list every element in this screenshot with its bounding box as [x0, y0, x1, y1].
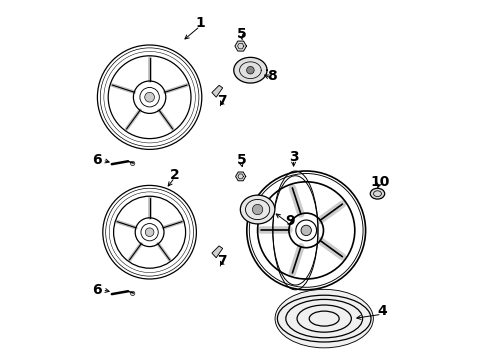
- Circle shape: [130, 291, 135, 296]
- Ellipse shape: [370, 188, 385, 199]
- Text: 6: 6: [92, 283, 101, 297]
- Text: 5: 5: [237, 153, 246, 167]
- Ellipse shape: [240, 195, 275, 224]
- Circle shape: [145, 93, 154, 102]
- Circle shape: [145, 228, 154, 237]
- Text: 6: 6: [92, 153, 101, 167]
- Text: 10: 10: [370, 175, 390, 189]
- Polygon shape: [236, 172, 245, 181]
- Circle shape: [252, 204, 263, 215]
- Text: 3: 3: [289, 150, 298, 163]
- Polygon shape: [212, 85, 222, 97]
- Text: 8: 8: [267, 69, 277, 82]
- Circle shape: [130, 161, 135, 166]
- Text: 7: 7: [217, 254, 226, 268]
- Ellipse shape: [275, 289, 373, 348]
- Text: 4: 4: [377, 305, 387, 318]
- Text: 7: 7: [217, 94, 226, 108]
- Text: 9: 9: [285, 215, 295, 228]
- Text: 2: 2: [170, 168, 180, 181]
- Circle shape: [246, 67, 254, 74]
- Text: 1: 1: [195, 17, 205, 30]
- Polygon shape: [212, 246, 222, 258]
- Polygon shape: [235, 41, 246, 51]
- Circle shape: [301, 225, 311, 235]
- Text: 5: 5: [237, 27, 246, 41]
- Polygon shape: [234, 57, 267, 83]
